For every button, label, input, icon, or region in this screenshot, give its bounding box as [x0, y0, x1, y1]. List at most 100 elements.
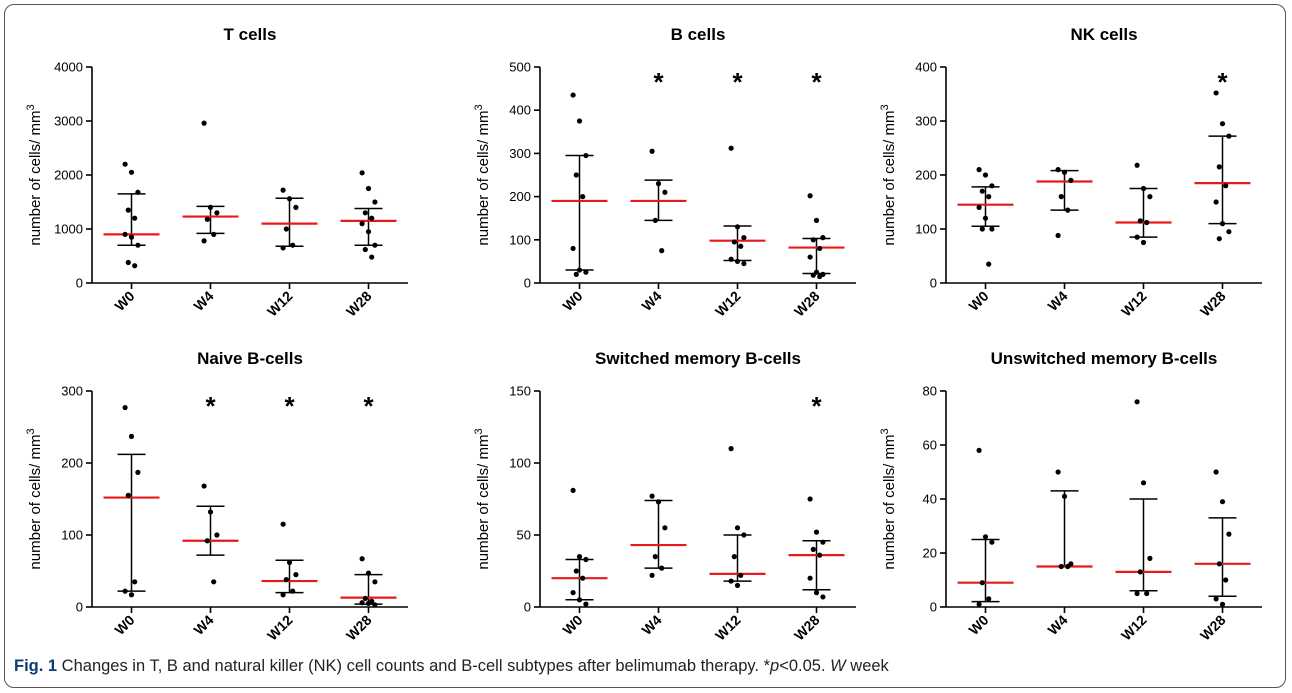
data-point	[201, 120, 207, 126]
data-point	[1144, 590, 1150, 597]
data-point	[817, 552, 823, 558]
data-point	[362, 595, 368, 601]
y-tick-label: 0	[76, 276, 83, 291]
data-point	[810, 237, 816, 243]
data-point	[1058, 194, 1064, 200]
y-axis-label: number of cells/ mm3	[473, 104, 492, 245]
data-point	[125, 259, 131, 266]
data-group-W0	[551, 92, 608, 277]
data-point	[359, 221, 365, 227]
significance-marker: *	[284, 391, 295, 421]
data-point	[807, 575, 813, 581]
data-point	[1223, 183, 1229, 189]
data-point	[211, 231, 217, 237]
data-point	[122, 161, 128, 167]
data-point	[817, 245, 823, 252]
significance-marker: *	[811, 391, 822, 421]
x-tick-label: W28	[1197, 612, 1229, 644]
data-point	[1061, 169, 1068, 175]
data-point	[135, 469, 141, 475]
data-point	[576, 597, 583, 603]
data-point	[731, 239, 737, 245]
data-point	[286, 559, 293, 565]
data-point	[135, 189, 141, 195]
x-tick-label: W4	[1044, 288, 1070, 314]
data-group-W0	[103, 404, 160, 598]
data-point	[741, 260, 747, 267]
data-point	[1219, 499, 1226, 505]
significance-marker: *	[1217, 67, 1228, 97]
data-point	[989, 183, 995, 189]
data-point	[576, 554, 583, 560]
data-point	[1055, 167, 1061, 173]
data-point	[1140, 480, 1147, 486]
data-point	[1134, 399, 1140, 405]
x-tick-label: W4	[638, 288, 664, 314]
data-point	[122, 404, 128, 411]
data-group-W12	[1115, 162, 1172, 246]
data-point	[280, 592, 286, 598]
chart-panel-6: Unswitched memory B-cells 0 20 40 60 80 number…	[879, 349, 1262, 643]
data-point	[128, 234, 135, 240]
data-point	[728, 145, 734, 151]
data-point	[807, 254, 813, 260]
data-point	[813, 217, 820, 223]
significance-marker: *	[811, 67, 822, 97]
data-point	[1147, 555, 1153, 562]
x-tick-label: W12	[1118, 612, 1150, 644]
data-point	[207, 204, 214, 210]
data-group-W28: *	[340, 391, 397, 608]
data-point	[649, 148, 655, 154]
data-point	[580, 194, 586, 200]
y-tick-label: 150	[509, 384, 531, 399]
data-point	[659, 565, 665, 571]
caption-w: W	[830, 657, 846, 675]
y-tick-label: 0	[930, 600, 937, 615]
data-point	[280, 245, 286, 251]
data-point	[649, 493, 655, 499]
x-tick-label: W0	[111, 612, 137, 638]
data-point	[1219, 601, 1226, 607]
data-point	[207, 509, 214, 515]
data-point	[982, 534, 989, 540]
y-tick-label: 400	[509, 103, 531, 118]
y-axis-label: number of cells/ mm3	[25, 428, 44, 569]
data-point	[570, 92, 576, 98]
data-point	[372, 199, 378, 205]
y-tick-label: 20	[923, 546, 937, 561]
data-point	[372, 602, 378, 608]
data-point	[734, 525, 741, 531]
data-point	[290, 588, 296, 594]
x-tick-label: W0	[965, 612, 991, 638]
data-group-W12	[709, 446, 766, 589]
data-group-W0	[957, 447, 1014, 607]
data-point	[820, 539, 826, 545]
y-tick-label: 200	[509, 189, 531, 204]
x-tick-label: W0	[559, 288, 585, 314]
data-point	[125, 492, 131, 498]
caption-text3: week	[845, 657, 889, 675]
data-point	[976, 167, 982, 173]
data-point	[1144, 219, 1150, 226]
data-group-W0	[957, 167, 1014, 267]
data-point	[979, 580, 985, 586]
data-point	[132, 215, 138, 221]
y-axis-label: number of cells/ mm3	[879, 104, 898, 245]
data-point	[986, 261, 992, 267]
y-axis-label: number of cells/ mm3	[25, 104, 44, 245]
data-point	[659, 248, 665, 254]
data-point	[369, 215, 375, 221]
figure-caption: Fig. 1 Changes in T, B and natural kille…	[14, 657, 1274, 676]
data-point	[734, 258, 741, 264]
x-tick-label: W12	[1118, 288, 1150, 320]
significance-marker: *	[205, 391, 216, 421]
data-point	[1137, 218, 1143, 224]
data-point	[989, 226, 995, 232]
data-group-W28: *	[1194, 67, 1251, 242]
data-group-W4	[1036, 167, 1093, 239]
significance-marker: *	[653, 67, 664, 97]
data-point	[1226, 133, 1232, 139]
y-tick-label: 200	[915, 168, 937, 183]
data-point	[820, 594, 826, 600]
data-point	[580, 575, 586, 581]
